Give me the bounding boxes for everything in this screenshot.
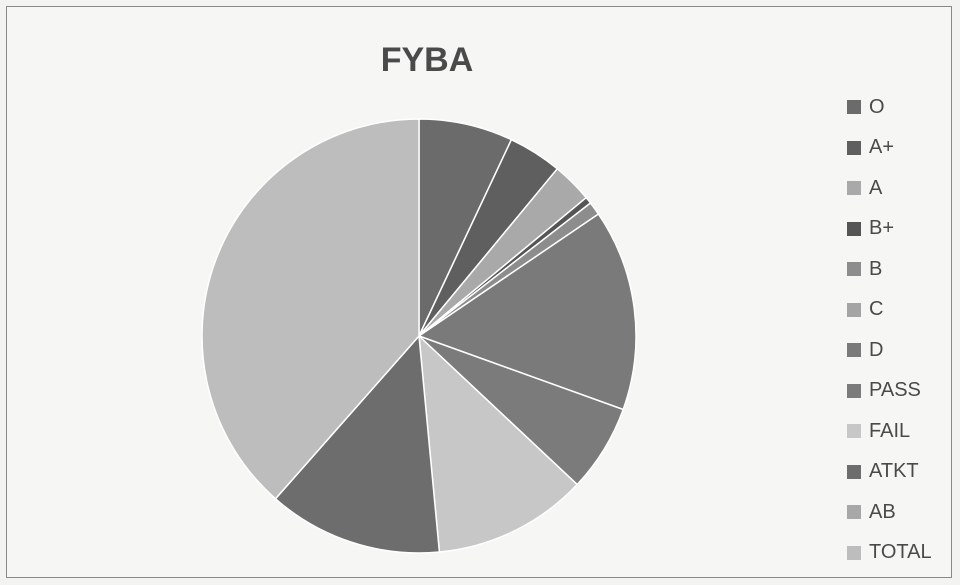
legend-item-atkt: ATKT [847, 452, 932, 493]
pie-slice-atkt [274, 334, 441, 554]
legend-label: C [869, 298, 884, 321]
legend-label: A+ [869, 136, 895, 159]
pie-chart [201, 118, 637, 554]
legend-label: B [869, 257, 883, 280]
legend-swatch [847, 343, 861, 358]
legend-item-ab: AB [847, 492, 932, 533]
legend-item-d: D [847, 330, 932, 371]
pie-slice-fail [418, 334, 579, 553]
legend-item-o: O [847, 87, 932, 128]
legend-label: B+ [869, 217, 895, 240]
legend-swatch [847, 383, 861, 398]
legend-item-a: A [847, 168, 932, 209]
legend-swatch [847, 545, 861, 560]
legend-swatch [847, 181, 861, 196]
legend-item-b: B [847, 249, 932, 290]
chart-title: FYBA [380, 41, 474, 79]
legend: O A+ A B+ B C D PASS FAIL ATKT AB TOTAL [847, 87, 932, 573]
pie-slice-total [201, 118, 420, 500]
legend-item-b-plus: B+ [847, 209, 932, 250]
legend-swatch [847, 302, 861, 317]
legend-label: AB [869, 500, 896, 523]
pie-slice-d [417, 212, 637, 411]
legend-item-c: C [847, 290, 932, 331]
legend-item-a-plus: A+ [847, 128, 932, 169]
legend-label: A [869, 176, 883, 199]
legend-swatch [847, 424, 861, 439]
legend-swatch [847, 221, 861, 236]
legend-label: D [869, 338, 884, 361]
legend-item-pass: PASS [847, 371, 932, 412]
legend-swatch [847, 100, 861, 115]
legend-label: TOTAL [869, 541, 932, 564]
legend-label: ATKT [869, 460, 919, 483]
legend-item-fail: FAIL [847, 411, 932, 452]
legend-swatch [847, 464, 861, 479]
legend-swatch [847, 505, 861, 520]
legend-label: O [869, 95, 885, 118]
chart-frame: FYBA O A+ A B+ B C D PASS FAIL ATKT AB TOTAL [6, 6, 952, 578]
legend-label: PASS [869, 379, 921, 402]
legend-label: FAIL [869, 419, 911, 442]
legend-swatch [847, 262, 861, 277]
legend-swatch [847, 140, 861, 155]
legend-item-total: TOTAL [847, 533, 932, 574]
